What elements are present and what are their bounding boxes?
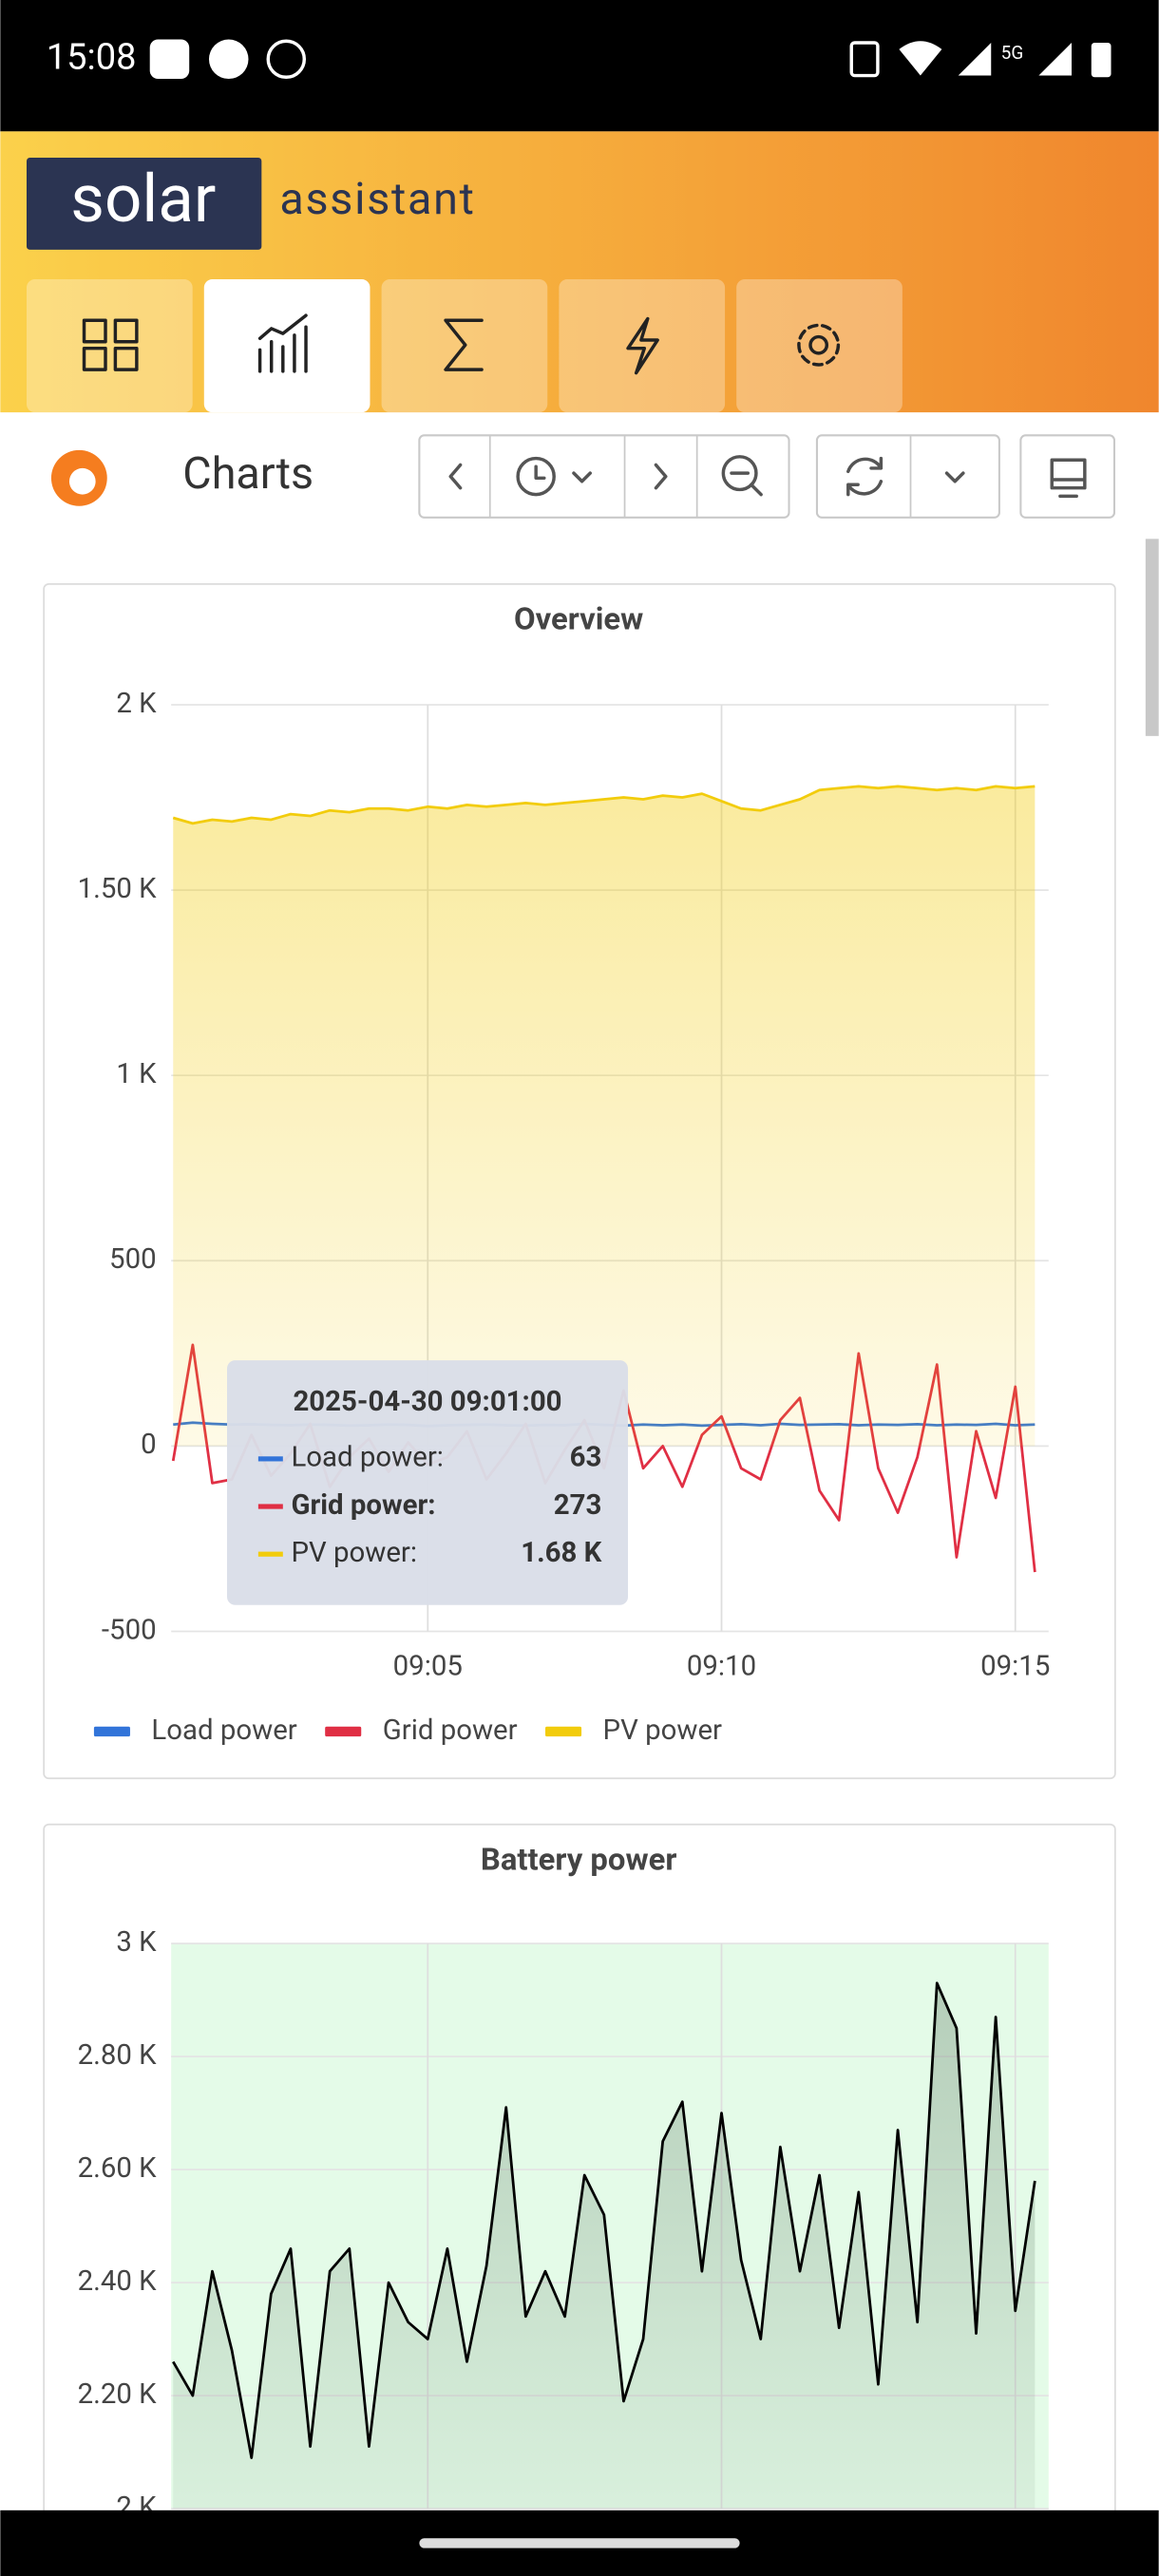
grid-icon xyxy=(82,318,139,371)
status-icon xyxy=(149,39,190,80)
tooltip-box xyxy=(227,1360,629,1605)
y-tick-label: 2.40 K xyxy=(78,2265,158,2298)
status-bar xyxy=(0,0,1159,132)
forward-button[interactable] xyxy=(654,463,668,490)
y-tick-label: 2.80 K xyxy=(78,2039,158,2072)
time-picker-icon xyxy=(534,464,592,483)
tooltip-label: Grid power: xyxy=(291,1489,435,1522)
legend-swatch xyxy=(93,1726,130,1737)
home-handle[interactable] xyxy=(419,2538,740,2548)
sigma-icon xyxy=(444,318,484,371)
zoom-out-icon xyxy=(730,471,763,497)
legend-label: Grid power xyxy=(383,1714,518,1747)
x-tick-label: 09:15 xyxy=(980,1650,1050,1682)
y-tick-label: 0 xyxy=(141,1429,157,1461)
tooltip-label: Load power: xyxy=(291,1442,443,1474)
y-tick-label: 500 xyxy=(109,1243,157,1276)
gear-icon xyxy=(797,323,841,367)
tab-power[interactable] xyxy=(559,279,726,413)
status-icon xyxy=(208,39,249,80)
area xyxy=(173,786,1036,1447)
tooltip-swatch xyxy=(257,1456,283,1462)
panel-title: Battery power xyxy=(481,1842,677,1878)
scrollbar[interactable] xyxy=(1145,539,1159,736)
tab-charts[interactable] xyxy=(203,279,370,413)
tooltip-value: 273 xyxy=(554,1489,602,1522)
back-button[interactable] xyxy=(448,463,463,490)
tooltip-label: PV power: xyxy=(291,1537,417,1569)
tab-settings[interactable] xyxy=(736,279,902,413)
wifi-icon xyxy=(899,41,942,76)
status-icon xyxy=(266,39,307,80)
y-tick-label: 1.50 K xyxy=(78,873,158,905)
refresh-interval[interactable] xyxy=(944,471,965,483)
signal-icon xyxy=(1038,42,1073,76)
monitor-icon xyxy=(1050,458,1087,499)
legend-label: Load power xyxy=(151,1714,296,1747)
grafana-logo xyxy=(68,467,96,495)
refresh-controls xyxy=(815,434,1000,519)
bolt-icon xyxy=(626,316,659,375)
time-picker[interactable] xyxy=(516,456,556,497)
clock: 15:08 xyxy=(47,36,137,78)
tooltip-value: 63 xyxy=(570,1442,602,1474)
area xyxy=(173,1982,1036,2510)
legend-swatch xyxy=(545,1726,582,1737)
tooltip-swatch xyxy=(257,1551,283,1557)
y-tick-label: 3 K xyxy=(116,1926,157,1959)
tooltip-value: 1.68 K xyxy=(521,1537,601,1569)
legend-swatch xyxy=(325,1726,362,1737)
battery-icon xyxy=(1091,42,1112,78)
legend-label: PV power xyxy=(603,1714,722,1747)
refresh-button[interactable] xyxy=(846,456,884,497)
signal-icon xyxy=(958,42,992,76)
panel-title: Overview xyxy=(514,601,643,637)
zoom-out-button[interactable] xyxy=(721,455,758,492)
y-tick-label: 2.20 K xyxy=(78,2378,158,2411)
y-tick-label: 2 K xyxy=(116,688,157,720)
y-tick-label: 2.60 K xyxy=(78,2152,158,2185)
view-mode-button[interactable] xyxy=(1019,434,1116,519)
tooltip-title: 2025-04-30 09:01:00 xyxy=(293,1386,561,1418)
page-title: Charts xyxy=(182,448,314,500)
line xyxy=(172,1981,1036,2459)
y-tick-label: -500 xyxy=(102,1614,157,1646)
network-type: 5G xyxy=(1001,42,1024,64)
tab-dashboard[interactable] xyxy=(26,279,193,413)
y-tick-label: 1 K xyxy=(116,1058,157,1090)
x-tick-label: 09:10 xyxy=(687,1650,756,1682)
chart-icon xyxy=(257,313,308,373)
charts: 2 K 1.50 K 1 K 500 0 -500 09:05 09:10 09:15 Load … xyxy=(78,688,1051,2524)
nfc-icon xyxy=(849,41,880,78)
logo-text: solar xyxy=(70,161,216,237)
tooltip: 2025-04-30 09:01:00 Load power: 63 Grid po… xyxy=(227,1360,629,1605)
tooltip-swatch xyxy=(257,1504,283,1509)
time-controls xyxy=(418,434,790,519)
tooltip-rows: Load power: 63 Grid power: 273 PV power: 1.68… xyxy=(257,1442,602,1569)
x-tick-label: 09:05 xyxy=(393,1650,463,1682)
line xyxy=(172,785,1036,825)
brand-text: assistant xyxy=(279,174,475,225)
logo[interactable] xyxy=(26,158,262,250)
